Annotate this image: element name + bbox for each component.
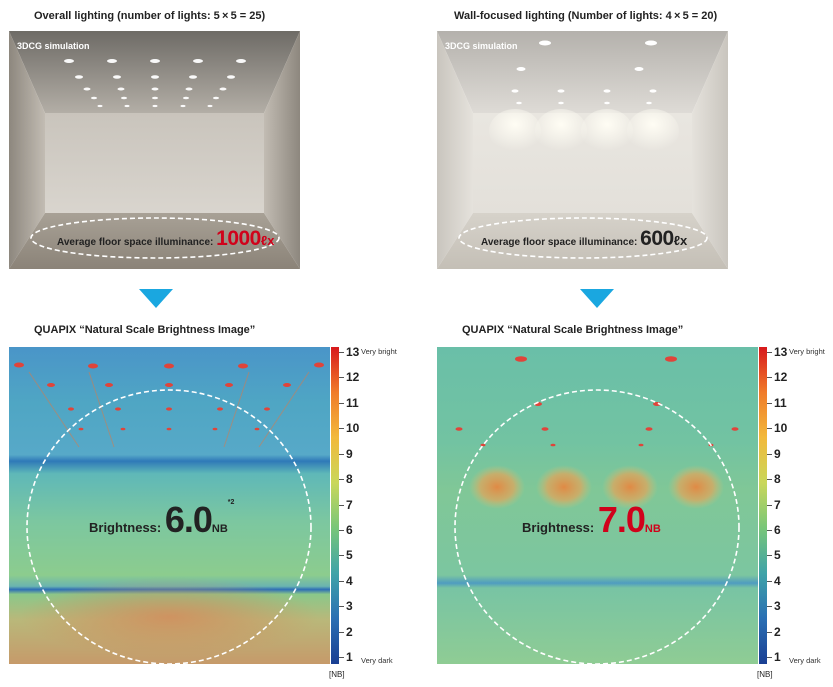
left-room-render: 3DCG simulation Average floor space illu…: [9, 31, 300, 269]
left-scale-tick-label: 3: [346, 599, 353, 614]
right-scale-tick-label: 1: [774, 650, 781, 664]
left-illuminance-value: 1000: [216, 227, 261, 250]
right-brightness-value: 7.0: [597, 499, 646, 540]
left-brightness-title: QUAPIX “Natural Scale Brightness Image”: [34, 324, 256, 336]
right-illuminance-unit: ℓx: [673, 233, 688, 248]
left-scale-tick-label: 5: [346, 548, 353, 563]
left-brightness-scale: Very bright Very dark [NB] 13 12 11 10 9 8 7 6 5…: [329, 345, 421, 679]
right-scale-tick: [767, 504, 772, 506]
right-scale-tick: [767, 479, 772, 481]
right-scale-tick-label: 9: [774, 446, 781, 461]
right-scale-tick: [767, 377, 772, 379]
left-illuminance: Average floor space illuminance: 1000ℓx: [57, 227, 274, 251]
right-scale-tick-label: 3: [774, 599, 781, 614]
left-scale-tick-label: 7: [346, 497, 353, 512]
right-scale-top-word: Very bright: [789, 347, 825, 356]
left-scale-tick: [339, 504, 344, 506]
left-scale-tick-label: 2: [346, 624, 353, 639]
right-scale-tick: [767, 402, 772, 404]
right-scale-tick-label: 13: [774, 345, 788, 359]
left-brightness-note: *2: [227, 499, 235, 506]
left-scale-tick: [339, 631, 344, 633]
right-illuminance-label: Average floor space illuminance:: [481, 237, 638, 248]
right-brightness-unit: NB: [644, 523, 661, 535]
right-brightness-image: Brightness: 7.0NB: [437, 347, 758, 664]
right-scale-tick-label: 7: [774, 497, 781, 512]
left-scale-tick: [339, 377, 344, 379]
right-scale-tick-label: 5: [774, 548, 781, 563]
left-down-arrow-icon: [139, 289, 173, 308]
right-scale-tick-label: 11: [774, 395, 787, 410]
right-brightness-label: Brightness:: [522, 520, 595, 535]
left-scale-tick: [339, 453, 344, 455]
left-scale-tick: [339, 580, 344, 582]
left-scale-tick: [339, 352, 344, 353]
left-scale-tick-label: 11: [346, 395, 359, 410]
left-scale-tick-label: 9: [346, 446, 353, 461]
left-illuminance-label: Average floor space illuminance:: [57, 237, 214, 248]
left-brightness-readout: Brightness: 6.0NB *2: [89, 499, 234, 541]
right-scale-tick-label: 10: [774, 421, 788, 436]
left-scale-tick-label: 10: [346, 421, 360, 436]
left-scale-tick-label: 13: [346, 345, 360, 359]
right-scale-tick-label: 8: [774, 472, 781, 487]
left-scale-bar: [331, 347, 339, 664]
left-brightness-label: Brightness:: [89, 520, 162, 535]
right-scale-tick-label: 2: [774, 624, 781, 639]
right-scale-tick: [767, 580, 772, 582]
left-scale-tick-label: 6: [346, 522, 353, 537]
left-scale-tick: [339, 428, 344, 430]
left-brightness-value: 6.0: [164, 499, 213, 540]
right-illuminance: Average floor space illuminance: 600ℓx: [481, 227, 687, 251]
left-scale-bottom-word: Very dark: [361, 656, 393, 665]
right-scale-unit: [NB]: [757, 670, 773, 679]
right-scale-tick: [767, 631, 772, 633]
left-scale-tick-label: 4: [346, 573, 353, 588]
right-scale-tick: [767, 352, 772, 353]
right-brightness-title: QUAPIX “Natural Scale Brightness Image”: [462, 324, 684, 336]
left-scale-tick: [339, 529, 344, 531]
right-scale-tick: [767, 555, 772, 557]
left-brightness-unit: NB: [211, 523, 228, 535]
left-scale-tick-label: 12: [346, 370, 360, 385]
left-scale-unit: [NB]: [329, 670, 345, 679]
right-scale-tick: [767, 657, 772, 658]
right-scale-tick-label: 12: [774, 370, 788, 385]
left-title: Overall lighting (number of lights: 5 × …: [34, 10, 266, 22]
right-scale-tick: [767, 428, 772, 430]
right-scale-tick-label: 4: [774, 573, 781, 588]
left-scale-tick: [339, 606, 344, 608]
right-scale-tick: [767, 606, 772, 608]
right-sim-label: 3DCG simulation: [445, 41, 518, 51]
left-scale-tick-label: 1: [346, 650, 353, 664]
left-scale-tick: [339, 555, 344, 557]
right-scale-bar: [759, 347, 767, 664]
left-scale-top-word: Very bright: [361, 347, 397, 356]
left-scale-tick: [339, 402, 344, 404]
right-scale-tick-label: 6: [774, 522, 781, 537]
right-scale-tick: [767, 529, 772, 531]
right-brightness-readout: Brightness: 7.0NB: [522, 499, 661, 541]
right-brightness-scale: Very bright Very dark [NB] 13 12 11 10 9 8 7 6 5…: [757, 345, 833, 679]
left-scale-tick-label: 8: [346, 472, 353, 487]
left-brightness-image: Brightness: 6.0NB *2: [9, 347, 330, 664]
right-room-render: 3DCG simulation Average floor space illu…: [437, 31, 728, 269]
right-down-arrow-icon: [580, 289, 614, 308]
right-title: Wall-focused lighting (Number of lights:…: [454, 10, 718, 22]
left-scale-tick: [339, 657, 344, 658]
right-scale-tick: [767, 453, 772, 455]
right-scale-bottom-word: Very dark: [789, 656, 821, 665]
left-sim-label: 3DCG simulation: [17, 41, 90, 51]
right-illuminance-value: 600: [640, 227, 674, 250]
left-illuminance-unit: ℓx: [260, 233, 275, 248]
left-scale-tick: [339, 479, 344, 481]
